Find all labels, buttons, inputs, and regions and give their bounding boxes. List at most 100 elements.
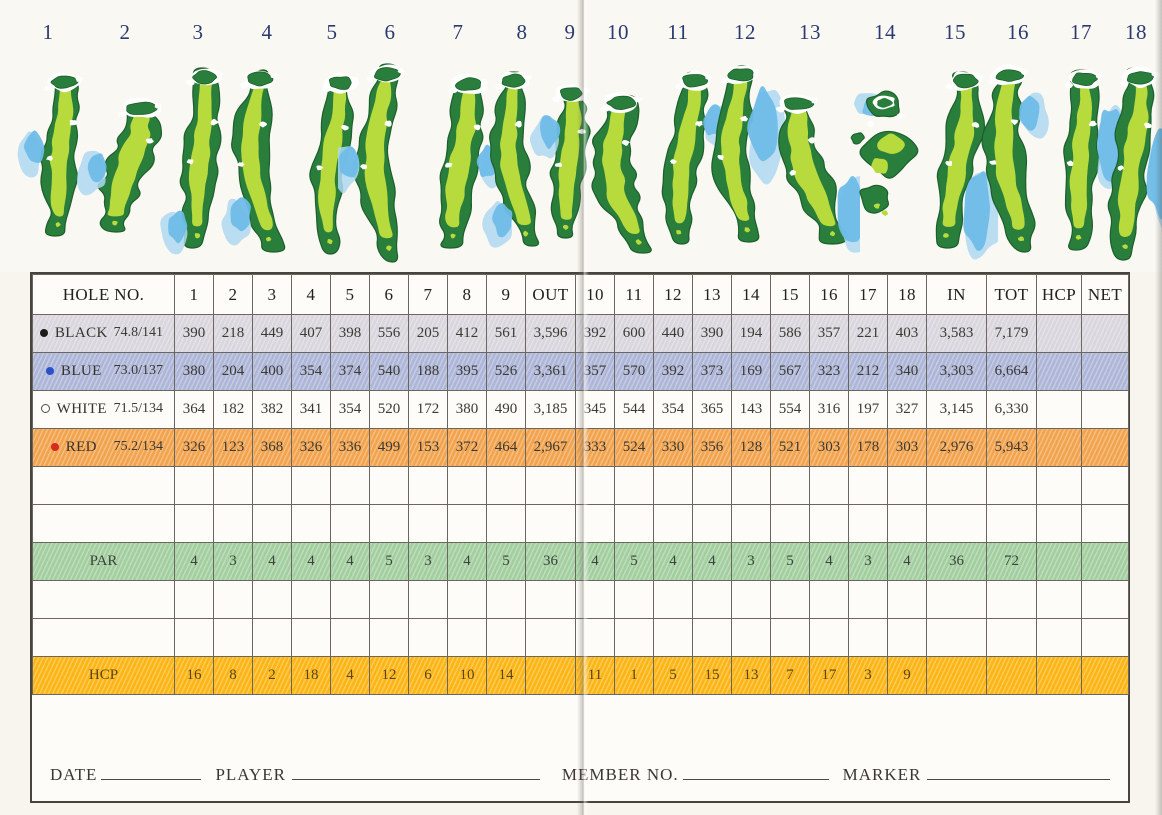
col-header-in: IN [926, 274, 987, 315]
tee-rating: 71.5/134 [113, 401, 163, 416]
empty-cell [447, 504, 487, 543]
yardage-blue-hole-15: 567 [770, 352, 810, 391]
hcp-hole-4: 18 [291, 656, 331, 695]
yardage-black-net [1081, 314, 1129, 353]
yardage-black-hole-17: 221 [848, 314, 888, 353]
hole-number-14: 14 [874, 20, 896, 44]
par-net [1081, 542, 1129, 581]
tee-label-white: WHITE 71.5/134 [32, 390, 175, 429]
yardage-red-hole-3: 368 [252, 428, 292, 467]
yardage-black-tot: 7,179 [986, 314, 1037, 353]
empty-cell [692, 466, 732, 505]
col-header-9: 9 [486, 274, 526, 315]
yardage-red-tot: 5,943 [986, 428, 1037, 467]
yardage-white-in: 3,145 [926, 390, 987, 429]
empty-cell [213, 618, 253, 657]
scorecard-card: HOLE NO. 1 2 3 4 5 6 7 8 9 OUT 10 11 12 13 14 15 16 17 18 IN… [30, 272, 1130, 803]
empty-cell [174, 466, 214, 505]
empty-cell [731, 580, 771, 619]
empty-cell [809, 618, 849, 657]
yardage-white-net [1081, 390, 1129, 429]
hcp-hole-7: 6 [408, 656, 448, 695]
yardage-black-hole-16: 357 [809, 314, 849, 353]
yardage-blue-hcp [1036, 352, 1082, 391]
empty-cell [692, 504, 732, 543]
scorecard-table: HOLE NO. 1 2 3 4 5 6 7 8 9 OUT 10 11 12 13 14 15 16 17 18 IN… [32, 274, 1129, 695]
yardage-white-hole-13: 365 [692, 390, 732, 429]
yardage-black-hole-5: 398 [330, 314, 370, 353]
yardage-white-hole-4: 341 [291, 390, 331, 429]
par-hole-10: 4 [575, 542, 615, 581]
par-hole-12: 4 [653, 542, 693, 581]
yardage-white-hole-2: 182 [213, 390, 253, 429]
yardage-blue-hole-4: 354 [291, 352, 331, 391]
date-line [101, 765, 202, 780]
col-header-15: 15 [770, 274, 810, 315]
hole-number-2: 2 [119, 20, 131, 44]
yardage-white-hole-1: 364 [174, 390, 214, 429]
empty-cell [213, 580, 253, 619]
par-hole-14: 3 [731, 542, 771, 581]
empty-cell [653, 466, 693, 505]
par-hole-7: 3 [408, 542, 448, 581]
yardage-blue-hole-9: 526 [486, 352, 526, 391]
hcp-hole-14: 13 [731, 656, 771, 695]
hcp-hole-11: 1 [614, 656, 654, 695]
par-hole-15: 5 [770, 542, 810, 581]
col-header-tot: TOT [986, 274, 1037, 315]
hole-number-13: 13 [799, 20, 821, 44]
yardage-blue-hole-6: 540 [369, 352, 409, 391]
yardage-black-hole-3: 449 [252, 314, 292, 353]
empty-label [32, 618, 175, 657]
empty-cell [330, 504, 370, 543]
yardage-red-hole-4: 326 [291, 428, 331, 467]
tee-name: RED [65, 439, 97, 455]
empty-row-1 [32, 466, 1129, 505]
yardage-red-hole-15: 521 [770, 428, 810, 467]
tee-marker-black-dot [39, 328, 48, 337]
par-hole-18: 4 [887, 542, 927, 581]
empty-cell [213, 504, 253, 543]
yardage-black-hole-11: 600 [614, 314, 654, 353]
empty-cell [614, 618, 654, 657]
empty-cell [653, 504, 693, 543]
col-header-10: 10 [575, 274, 615, 315]
yardage-black-hole-14: 194 [731, 314, 771, 353]
col-header-11: 11 [614, 274, 654, 315]
col-header-3: 3 [252, 274, 292, 315]
tee-row-blue: BLUE 73.0/137 380 204 400 354 374 540 188 395 526 3… [32, 352, 1129, 391]
hole-number-3: 3 [192, 20, 204, 44]
empty-cell [369, 504, 409, 543]
yardage-black-hole-1: 390 [174, 314, 214, 353]
par-hole-11: 5 [614, 542, 654, 581]
empty-cell [653, 618, 693, 657]
empty-cell [575, 504, 615, 543]
empty-cell [926, 504, 987, 543]
yardage-white-hole-12: 354 [653, 390, 693, 429]
header-row: HOLE NO. 1 2 3 4 5 6 7 8 9 OUT 10 11 12 13 14 15 16 17 18 IN… [32, 274, 1129, 315]
yardage-blue-net [1081, 352, 1129, 391]
yardage-white-hole-7: 172 [408, 390, 448, 429]
hole-diagrams-strip [0, 0, 1162, 272]
par-hole-5: 4 [330, 542, 370, 581]
empty-cell [926, 618, 987, 657]
empty-label [32, 466, 175, 505]
col-header-net: NET [1081, 274, 1129, 315]
hcp-label: HCP [32, 656, 175, 695]
col-header-14: 14 [731, 274, 771, 315]
par-hole-3: 4 [252, 542, 292, 581]
tee-name: BLUE [60, 363, 102, 379]
yardage-white-hole-15: 554 [770, 390, 810, 429]
yardage-white-tot: 6,330 [986, 390, 1037, 429]
yardage-red-hole-13: 356 [692, 428, 732, 467]
hcp-hole-10: 11 [575, 656, 615, 695]
empty-cell [986, 618, 1037, 657]
empty-cell [486, 618, 526, 657]
empty-cell [986, 466, 1037, 505]
hcp-hole-3: 2 [252, 656, 292, 695]
yardage-red-out: 2,967 [525, 428, 576, 467]
par-hole-9: 5 [486, 542, 526, 581]
hole-no-header: HOLE NO. [32, 274, 175, 315]
yardage-red-hole-9: 464 [486, 428, 526, 467]
empty-cell [770, 504, 810, 543]
